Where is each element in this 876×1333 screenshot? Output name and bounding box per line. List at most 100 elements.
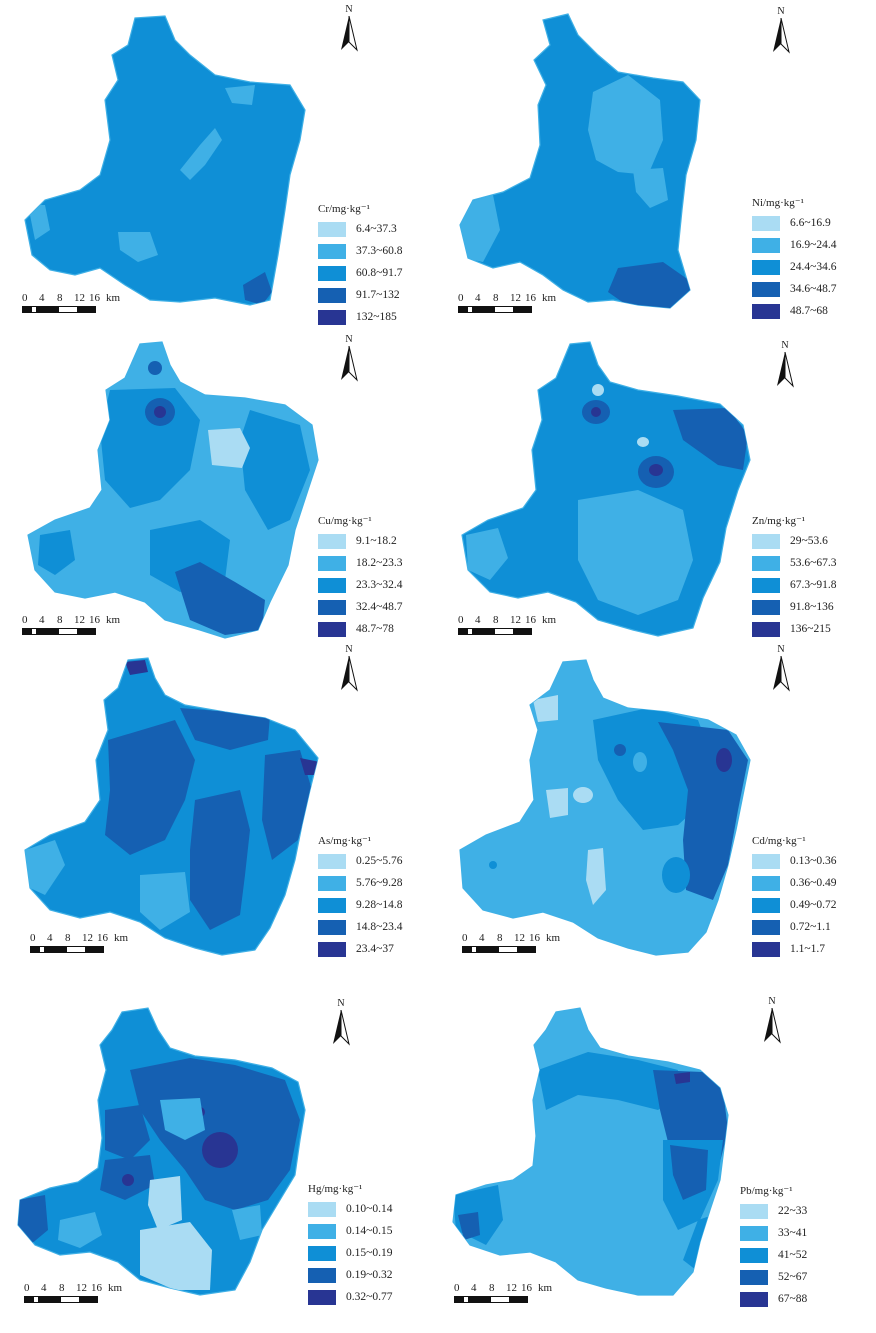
legend-swatch xyxy=(752,303,780,319)
legend-label: 0.14~0.15 xyxy=(346,1225,393,1237)
legend-label: 18.2~23.3 xyxy=(356,557,403,569)
legend-label: 14.8~23.4 xyxy=(356,921,403,933)
legend-label: 33~41 xyxy=(778,1227,808,1239)
legend-swatch xyxy=(318,309,346,325)
legend-label: 29~53.6 xyxy=(790,535,828,547)
legend-swatch xyxy=(740,1291,768,1307)
legend-swatch xyxy=(308,1223,336,1239)
north-label: N xyxy=(777,644,785,655)
legend-title: Pb/mg·kg⁻¹ xyxy=(740,1185,793,1197)
legend-ni: Ni/mg·kg⁻¹ 6.6~16.9 16.9~24.4 24.4~34.6 … xyxy=(752,196,836,322)
legend-label: 91.7~132 xyxy=(356,289,400,301)
scale-tick: 4 xyxy=(39,292,45,304)
legend-swatch xyxy=(318,577,346,593)
north-arrow: N xyxy=(760,996,784,1044)
legend-label: 136~215 xyxy=(790,623,831,635)
legend-swatch xyxy=(318,243,346,259)
legend-label: 0.10~0.14 xyxy=(346,1203,393,1215)
scale-tick: 16 xyxy=(89,614,100,626)
as-map xyxy=(24,657,319,956)
north-arrow: N xyxy=(337,4,361,52)
scale-tick: 0 xyxy=(22,292,28,304)
legend-swatch xyxy=(740,1269,768,1285)
legend-swatch xyxy=(740,1247,768,1263)
legend-label: 67.3~91.8 xyxy=(790,579,837,591)
legend-label: 132~185 xyxy=(356,311,397,323)
cd-map xyxy=(459,659,751,956)
map-panel-as: N As/mg·kg⁻¹ 0.25~5.76 5.76~9.28 9.28~14… xyxy=(0,644,438,980)
scale-bar: 0 4 8 12 16 km xyxy=(462,932,582,953)
north-arrow: N xyxy=(769,644,793,692)
scale-graphic xyxy=(30,946,104,953)
legend-swatch xyxy=(308,1245,336,1261)
legend-item: 0.32~0.77 xyxy=(308,1286,392,1308)
zn-map xyxy=(461,341,751,637)
scale-unit: km xyxy=(106,614,121,626)
north-label: N xyxy=(337,998,345,1009)
legend-item: 67.3~91.8 xyxy=(752,574,836,596)
scale-tick: 4 xyxy=(475,614,481,626)
map-panel-cd: N Cd/mg·kg⁻¹ 0.13~0.36 0.36~0.49 0.49~0.… xyxy=(438,644,876,980)
legend-item: 52~67 xyxy=(740,1266,807,1288)
scale-bar: 0 4 8 12 16 km xyxy=(458,614,578,635)
legend-item: 6.6~16.9 xyxy=(752,212,836,234)
legend-swatch xyxy=(752,555,780,571)
legend-label: 48.7~78 xyxy=(356,623,394,635)
scale-tick: 4 xyxy=(47,932,53,944)
map-panel-pb: N Pb/mg·kg⁻¹ 22~33 33~41 41~52 52~67 67~… xyxy=(438,990,876,1333)
legend-label: 6.4~37.3 xyxy=(356,223,397,235)
scale-graphic xyxy=(24,1296,98,1303)
legend-title: Hg/mg·kg⁻¹ xyxy=(308,1183,363,1195)
legend-item: 29~53.6 xyxy=(752,530,836,552)
north-label: N xyxy=(345,334,353,345)
scale-tick: 16 xyxy=(521,1282,532,1294)
north-label: N xyxy=(768,996,776,1007)
legend-swatch xyxy=(318,599,346,615)
legend-label: 23.3~32.4 xyxy=(356,579,403,591)
legend-zn: Zn/mg·kg⁻¹ 29~53.6 53.6~67.3 67.3~91.8 9… xyxy=(752,514,836,640)
legend-item: 132~185 xyxy=(318,306,402,328)
scale-unit: km xyxy=(106,292,121,304)
north-arrow: N xyxy=(769,6,793,54)
legend-pb: Pb/mg·kg⁻¹ 22~33 33~41 41~52 52~67 67~88 xyxy=(740,1184,807,1310)
scale-tick: 12 xyxy=(76,1282,87,1294)
north-arrow-icon xyxy=(333,1010,350,1046)
scale-tick: 0 xyxy=(454,1282,460,1294)
legend-item: 23.4~37 xyxy=(318,938,402,960)
legend-swatch xyxy=(752,621,780,637)
scale-tick: 16 xyxy=(89,292,100,304)
legend-label: 0.72~1.1 xyxy=(790,921,831,933)
legend-item: 67~88 xyxy=(740,1288,807,1310)
scale-tick: 16 xyxy=(97,932,108,944)
legend-title: Cu/mg·kg⁻¹ xyxy=(318,515,372,527)
scale-unit: km xyxy=(108,1282,123,1294)
legend-item: 33~41 xyxy=(740,1222,807,1244)
cr-map xyxy=(24,15,306,306)
legend-title: Cr/mg·kg⁻¹ xyxy=(318,203,370,215)
legend-item: 16.9~24.4 xyxy=(752,234,836,256)
legend-label: 0.15~0.19 xyxy=(346,1247,393,1259)
legend-cr: Cr/mg·kg⁻¹ 6.4~37.3 37.3~60.8 60.8~91.7 … xyxy=(318,202,402,328)
scale-graphic xyxy=(458,628,532,635)
legend-item: 22~33 xyxy=(740,1200,807,1222)
legend-item: 0.49~0.72 xyxy=(752,894,836,916)
legend-label: 52~67 xyxy=(778,1271,808,1283)
map-panel-cu: N Cu/mg·kg⁻¹ 9.1~18.2 18.2~23.3 23.3~32.… xyxy=(0,330,438,650)
legend-label: 0.13~0.36 xyxy=(790,855,837,867)
legend-label: 0.32~0.77 xyxy=(346,1291,393,1303)
legend-swatch xyxy=(318,221,346,237)
legend-item: 37.3~60.8 xyxy=(318,240,402,262)
scale-graphic xyxy=(462,946,536,953)
legend-item: 34.6~48.7 xyxy=(752,278,836,300)
scale-unit: km xyxy=(542,614,557,626)
north-arrow-icon xyxy=(341,346,358,382)
scale-bar: 0 4 8 12 16 km xyxy=(24,1282,144,1303)
legend-title: As/mg·kg⁻¹ xyxy=(318,835,372,847)
north-label: N xyxy=(345,644,353,655)
north-arrow-icon xyxy=(773,18,790,54)
legend-label: 41~52 xyxy=(778,1249,808,1261)
scale-tick: 8 xyxy=(57,614,63,626)
scale-tick: 8 xyxy=(57,292,63,304)
legend-item: 0.19~0.32 xyxy=(308,1264,392,1286)
scale-graphic xyxy=(454,1296,528,1303)
